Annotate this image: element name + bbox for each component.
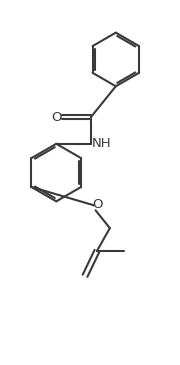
Text: O: O bbox=[92, 198, 103, 211]
Text: O: O bbox=[51, 111, 62, 123]
Text: NH: NH bbox=[92, 137, 112, 150]
